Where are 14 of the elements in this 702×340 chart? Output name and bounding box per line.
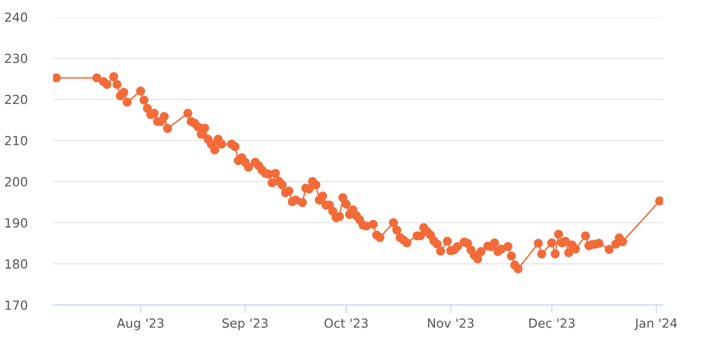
x-tick-label: Sep '23 [222,318,268,330]
y-tick-label: 210 [5,136,28,146]
y-tick-label: 240 [5,12,28,22]
x-tick-label: Oct '23 [324,318,368,328]
x-tick-label: Jan '24 [634,318,677,330]
x-tick-label: Aug '23 [116,318,164,330]
y-tick-label: 190 [6,218,28,228]
y-tick-label: 220 [5,94,28,104]
x-tick-label: Nov '23 [428,318,474,328]
x-tick-label: Dec '23 [529,318,575,328]
y-tick-label: 180 [6,259,28,269]
y-tick-label: 230 [5,54,28,64]
y-tick-label: 200 [5,177,28,186]
y-tick-label: 170 [6,300,28,310]
